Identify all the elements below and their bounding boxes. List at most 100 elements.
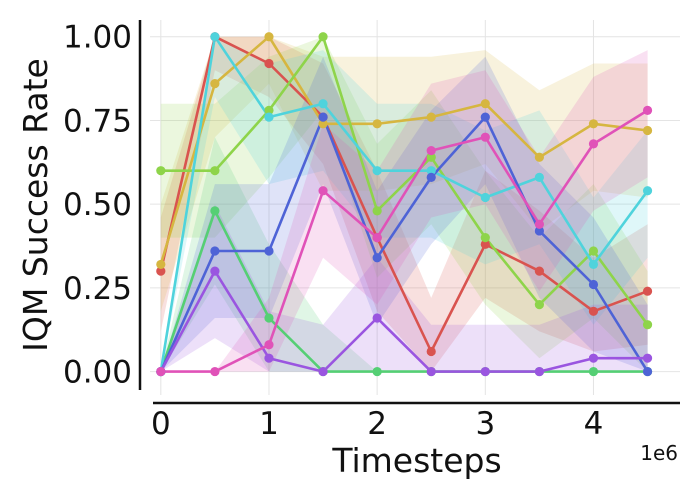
x-tick-label-3: 3	[475, 406, 495, 442]
series-0-point-5	[426, 346, 436, 357]
series-5-line	[159, 115, 649, 373]
y-axis-title: IQM Success Rate	[16, 58, 55, 352]
series-6-point-1	[210, 266, 220, 276]
series-6-point-7	[534, 366, 544, 377]
series-6-line	[159, 269, 648, 373]
y-tick-label-2: 0.50	[63, 187, 132, 223]
series-2-point-2	[264, 105, 274, 116]
series-4-point-1	[210, 32, 220, 42]
x-tick-label-2: 2	[367, 406, 387, 442]
series-5-point-5	[426, 172, 436, 182]
series-4-point-3	[318, 99, 328, 109]
x-axis-multiplier: 1e6	[640, 441, 678, 465]
series-3-line	[159, 209, 648, 373]
series-6-point-6	[480, 366, 490, 377]
x-tick-labels: 0 1 2 3 4	[151, 406, 603, 442]
series-1-point-7	[534, 152, 544, 162]
series-4-point-7	[534, 172, 544, 182]
series-2-point-4	[372, 206, 382, 216]
series-0-point-8	[588, 306, 599, 316]
y-tick-labels: 0.00 0.25 0.50 0.75 1.00	[63, 20, 132, 391]
series-1-band	[160, 36, 648, 312]
series-3-band	[160, 137, 648, 372]
series-7-point-0	[156, 366, 166, 377]
series-0-point-7	[534, 266, 544, 276]
series-1-point-5	[426, 112, 436, 122]
series-2-point-8	[588, 246, 599, 256]
y-tick-label-0: 0.00	[63, 355, 132, 391]
series-7-point-5	[426, 145, 436, 156]
x-tick-label-0: 0	[151, 406, 171, 442]
series-7-point-6	[480, 132, 490, 142]
series-7-point-9	[642, 105, 653, 116]
series-0-point-6	[480, 239, 490, 249]
series-7-point-1	[210, 366, 220, 377]
series-0-point-0	[156, 266, 166, 276]
series-5-point-1	[210, 246, 220, 256]
series-5-point-3	[318, 112, 328, 122]
series-4-point-5	[426, 166, 436, 176]
series-1-line	[159, 35, 648, 265]
series-0-point-2	[264, 58, 274, 69]
series-2-point-7	[534, 299, 544, 310]
series-5-point-4	[372, 253, 382, 263]
series-7-point-4	[372, 233, 382, 243]
series-6-point-2	[264, 353, 274, 363]
series-6-point-8	[588, 353, 599, 363]
x-tick-label-1: 1	[259, 406, 279, 442]
series-7-point-3	[318, 186, 328, 196]
series-5-point-2	[264, 246, 274, 256]
series-4-point-9	[642, 186, 653, 196]
series-7-line	[160, 109, 649, 373]
series-1-point-4	[372, 119, 382, 129]
series-2-point-5	[426, 152, 436, 162]
series-points	[156, 32, 653, 377]
series-2-point-6	[480, 233, 490, 243]
series-2-point-0	[156, 166, 166, 176]
series-6-point-5	[426, 366, 436, 377]
series-6-point-3	[318, 366, 328, 377]
series-lines	[159, 35, 649, 373]
series-4-band	[160, 36, 648, 372]
series-4-point-8	[588, 259, 599, 270]
series-1-point-2	[264, 32, 274, 42]
series-5-point-8	[588, 279, 599, 290]
series-4-point-6	[480, 192, 490, 203]
series-4-point-4	[372, 166, 382, 176]
series-7-band	[160, 50, 648, 372]
y-tick-label-4: 1.00	[63, 20, 132, 56]
series-2-line	[160, 35, 649, 326]
x-tick-label-4: 4	[584, 406, 604, 442]
x-axis-title: Timesteps	[331, 441, 501, 480]
series-4-line	[159, 35, 649, 372]
series-5-point-7	[534, 226, 544, 236]
series-5-band	[160, 56, 648, 372]
series-6-point-4	[372, 313, 382, 323]
series-2-point-3	[318, 32, 328, 42]
series-1-point-1	[210, 79, 220, 89]
series-0-point-9	[642, 286, 653, 296]
confidence-bands	[160, 36, 648, 372]
series-1-point-3	[318, 119, 328, 129]
series-7-point-2	[264, 340, 274, 350]
series-2-point-9	[642, 320, 653, 330]
y-tick-label-3: 0.75	[63, 103, 132, 139]
series-2-point-1	[210, 166, 220, 176]
series-5-point-9	[642, 366, 653, 377]
series-3-point-8	[588, 366, 599, 377]
series-1-point-0	[156, 259, 166, 270]
series-1-point-8	[588, 119, 599, 129]
series-1-point-6	[480, 99, 490, 109]
series-7-point-8	[588, 139, 599, 149]
series-7-point-7	[534, 219, 544, 229]
series-3-point-1	[210, 206, 220, 216]
series-5-point-6	[480, 112, 490, 122]
series-6-point-9	[642, 353, 653, 363]
series-3-point-2	[264, 313, 274, 323]
series-3-point-4	[372, 366, 382, 377]
series-0-line	[159, 35, 649, 353]
series-4-point-2	[264, 112, 274, 122]
y-tick-label-1: 0.25	[63, 271, 132, 307]
series-1-point-9	[642, 125, 653, 136]
